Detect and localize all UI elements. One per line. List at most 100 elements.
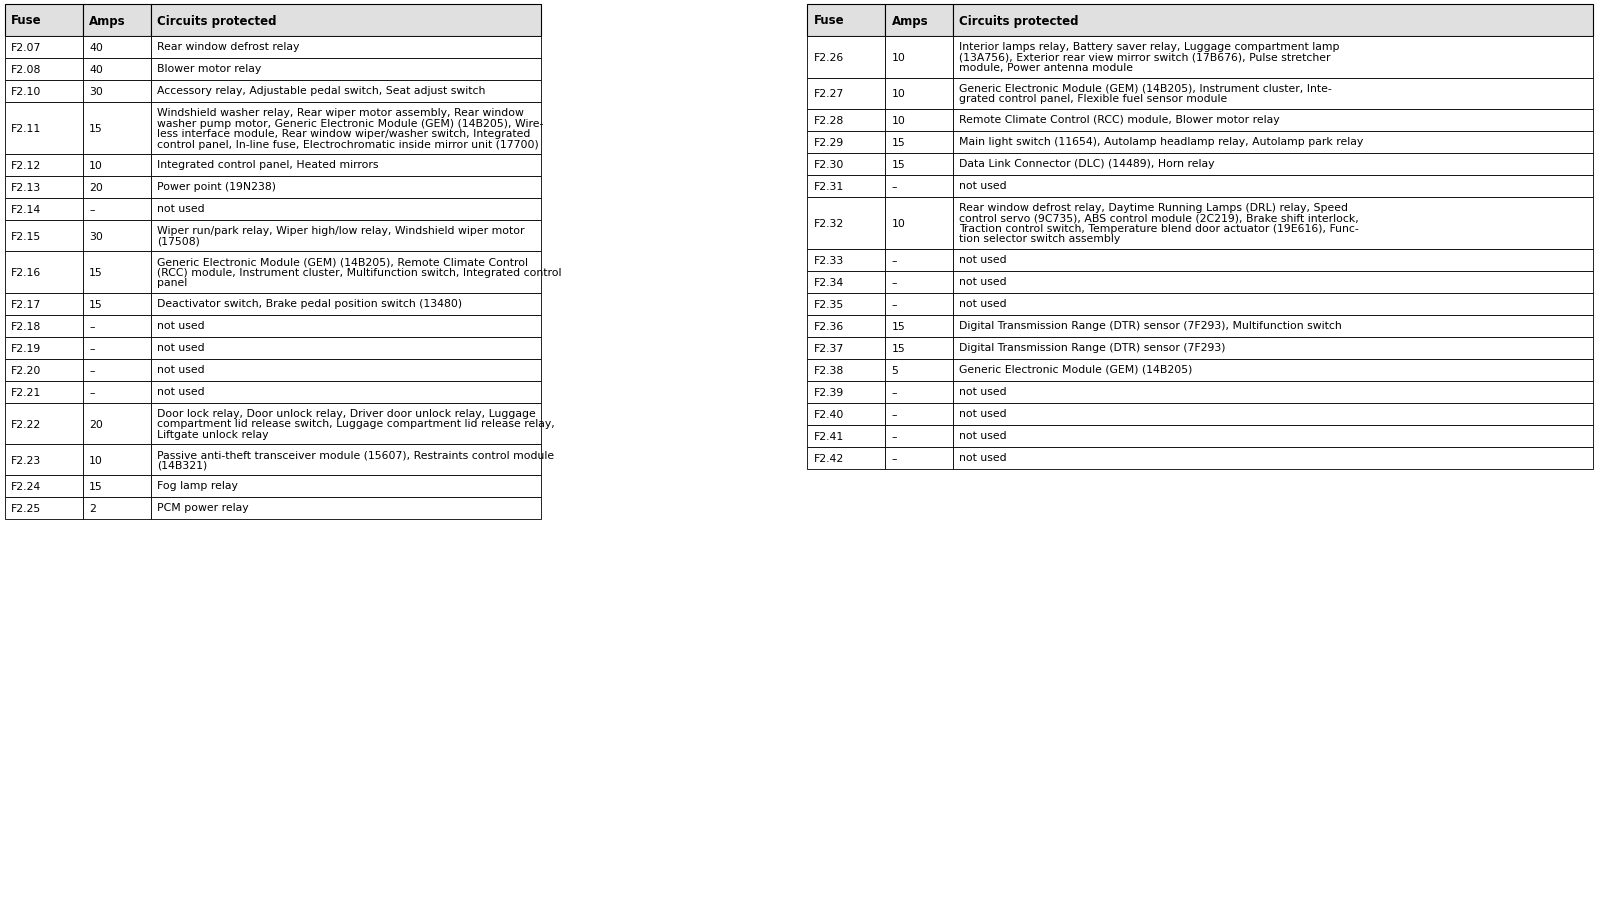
Bar xyxy=(953,78,1594,109)
Bar xyxy=(150,359,540,382)
Bar xyxy=(83,476,150,498)
Bar xyxy=(83,359,150,382)
Bar xyxy=(807,153,886,176)
Bar xyxy=(953,359,1594,382)
Text: Deactivator switch, Brake pedal position switch (13480): Deactivator switch, Brake pedal position… xyxy=(157,299,462,308)
Text: Digital Transmission Range (DTR) sensor (7F293), Multifunction switch: Digital Transmission Range (DTR) sensor … xyxy=(959,320,1342,330)
Text: F2.33: F2.33 xyxy=(814,255,844,265)
Bar xyxy=(83,5,150,37)
Text: 10: 10 xyxy=(892,89,905,99)
Bar xyxy=(150,177,540,199)
Text: not used: not used xyxy=(959,277,1007,287)
Text: F2.42: F2.42 xyxy=(814,454,844,464)
Bar xyxy=(150,221,540,252)
Bar xyxy=(807,198,886,250)
Text: F2.31: F2.31 xyxy=(814,181,844,191)
Bar xyxy=(5,5,83,37)
Bar xyxy=(83,103,150,155)
Bar xyxy=(83,316,150,337)
Text: F2.37: F2.37 xyxy=(814,344,844,354)
Text: F2.40: F2.40 xyxy=(814,410,844,419)
Bar xyxy=(150,59,540,81)
Text: Traction control switch, Temperature blend door actuator (19E616), Func-: Traction control switch, Temperature ble… xyxy=(959,224,1359,234)
Text: not used: not used xyxy=(959,452,1007,462)
Bar xyxy=(807,403,886,426)
Bar xyxy=(83,337,150,359)
Text: Windshield washer relay, Rear wiper motor assembly, Rear window: Windshield washer relay, Rear wiper moto… xyxy=(157,108,524,118)
Text: Rear window defrost relay: Rear window defrost relay xyxy=(157,42,299,52)
Text: 10: 10 xyxy=(892,115,905,125)
Bar xyxy=(807,109,886,132)
Bar xyxy=(953,316,1594,337)
Bar xyxy=(807,382,886,403)
Text: Remote Climate Control (RCC) module, Blower motor relay: Remote Climate Control (RCC) module, Blo… xyxy=(959,115,1281,124)
Bar xyxy=(5,403,83,445)
Text: not used: not used xyxy=(959,430,1007,440)
Text: not used: not used xyxy=(157,364,205,374)
Text: –: – xyxy=(90,387,94,397)
Text: compartment lid release switch, Luggage compartment lid release relay,: compartment lid release switch, Luggage … xyxy=(157,419,555,428)
Bar xyxy=(5,59,83,81)
Text: Door lock relay, Door unlock relay, Driver door unlock relay, Luggage: Door lock relay, Door unlock relay, Driv… xyxy=(157,409,536,419)
Bar xyxy=(953,37,1594,78)
Bar xyxy=(953,153,1594,176)
Text: –: – xyxy=(892,278,897,288)
Bar xyxy=(150,382,540,403)
Bar xyxy=(5,476,83,498)
Bar xyxy=(5,155,83,177)
Bar xyxy=(886,109,953,132)
Text: –: – xyxy=(90,344,94,354)
Text: Passive anti-theft transceiver module (15607), Restraints control module: Passive anti-theft transceiver module (1… xyxy=(157,450,555,460)
Text: –: – xyxy=(892,181,897,191)
Bar xyxy=(83,252,150,293)
Text: panel: panel xyxy=(157,278,187,288)
Bar xyxy=(5,359,83,382)
Bar xyxy=(886,337,953,359)
Text: Accessory relay, Adjustable pedal switch, Seat adjust switch: Accessory relay, Adjustable pedal switch… xyxy=(157,86,486,96)
Bar xyxy=(807,132,886,153)
Bar xyxy=(953,382,1594,403)
Bar xyxy=(953,272,1594,293)
Text: F2.18: F2.18 xyxy=(11,321,42,331)
Text: Generic Electronic Module (GEM) (14B205), Instrument cluster, Inte-: Generic Electronic Module (GEM) (14B205)… xyxy=(959,84,1332,94)
Bar xyxy=(5,81,83,103)
Text: –: – xyxy=(892,387,897,397)
Text: F2.17: F2.17 xyxy=(11,299,42,309)
Bar xyxy=(886,272,953,293)
Bar xyxy=(150,476,540,498)
Bar xyxy=(83,293,150,316)
Text: F2.38: F2.38 xyxy=(814,365,844,375)
Text: 15: 15 xyxy=(892,160,905,170)
Text: F2.12: F2.12 xyxy=(11,161,42,171)
Text: F2.23: F2.23 xyxy=(11,456,42,465)
Text: 10: 10 xyxy=(892,218,905,228)
Text: (13A756), Exterior rear view mirror switch (17B676), Pulse stretcher: (13A756), Exterior rear view mirror swit… xyxy=(959,52,1330,62)
Text: grated control panel, Flexible fuel sensor module: grated control panel, Flexible fuel sens… xyxy=(959,94,1228,104)
Bar xyxy=(886,382,953,403)
Bar xyxy=(150,403,540,445)
Bar xyxy=(150,81,540,103)
Bar xyxy=(83,81,150,103)
Text: control panel, In-line fuse, Electrochromatic inside mirror unit (17700): control panel, In-line fuse, Electrochro… xyxy=(157,140,539,150)
Bar xyxy=(150,103,540,155)
Text: –: – xyxy=(90,205,94,215)
Bar xyxy=(83,199,150,221)
Bar xyxy=(150,5,540,37)
Bar xyxy=(150,199,540,221)
Bar xyxy=(807,78,886,109)
Text: not used: not used xyxy=(157,320,205,330)
Text: 15: 15 xyxy=(90,299,102,309)
Bar xyxy=(83,382,150,403)
Text: F2.08: F2.08 xyxy=(11,65,42,75)
Bar xyxy=(886,37,953,78)
Bar xyxy=(5,177,83,199)
Bar xyxy=(5,37,83,59)
Text: Amps: Amps xyxy=(90,14,126,27)
Bar xyxy=(953,403,1594,426)
Text: 10: 10 xyxy=(90,161,102,171)
Bar xyxy=(953,198,1594,250)
Bar xyxy=(150,293,540,316)
Text: F2.20: F2.20 xyxy=(11,365,42,375)
Bar xyxy=(886,198,953,250)
Text: F2.21: F2.21 xyxy=(11,387,42,397)
